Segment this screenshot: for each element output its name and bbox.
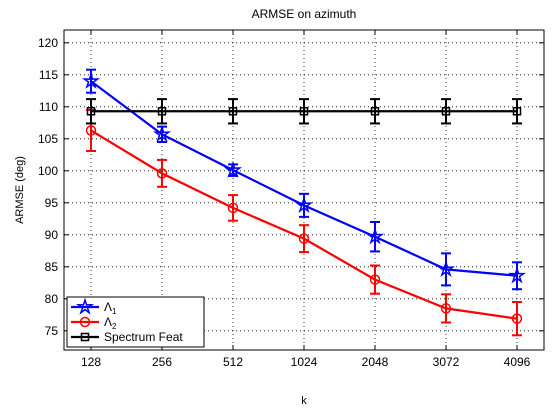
y-tick-label: 95	[45, 196, 59, 210]
y-tick-label: 85	[45, 260, 59, 274]
legend-marker	[79, 316, 91, 328]
legend-label: Spectrum Feat	[104, 330, 183, 344]
data-point-square	[299, 107, 309, 116]
data-point-star	[365, 227, 385, 245]
x-axis-label: k	[301, 395, 307, 407]
y-tick-label: 110	[39, 100, 58, 114]
data-point-circle	[298, 233, 310, 244]
series-1	[81, 68, 527, 291]
data-point-circle	[85, 125, 97, 136]
x-tick-label: 4096	[504, 355, 531, 369]
data-point-star	[81, 71, 101, 89]
data-point-circle	[511, 313, 523, 324]
series-layer	[81, 68, 527, 337]
legend-label-subscript: 1	[112, 307, 117, 316]
data-point-square	[157, 107, 167, 116]
data-point-square	[441, 107, 451, 116]
y-tick-label: 120	[38, 36, 58, 50]
data-point-circle	[440, 303, 452, 314]
data-point-circle	[369, 274, 381, 285]
y-tick-label: 80	[45, 292, 59, 306]
x-tick-label: 3072	[433, 355, 460, 369]
data-point-star	[294, 195, 314, 214]
legend-marker	[80, 332, 90, 342]
legend-label-subscript: 2	[112, 322, 117, 331]
x-tick-label: 512	[223, 355, 243, 369]
y-tick-label: 105	[38, 132, 58, 146]
data-point-square	[512, 107, 522, 116]
data-point-square	[228, 107, 238, 116]
series-2	[85, 109, 523, 337]
x-tick-label: 128	[81, 355, 101, 369]
x-tick-label: 1024	[291, 355, 318, 369]
y-tick-label: 100	[38, 164, 58, 178]
data-point-star	[223, 160, 243, 178]
y-tick-label: 75	[45, 324, 59, 338]
y-tick-label: 90	[45, 228, 59, 242]
x-tick-label: 256	[152, 355, 172, 369]
data-point-star	[507, 266, 527, 284]
x-tick-label: 2048	[362, 355, 389, 369]
data-point-circle	[156, 168, 168, 179]
y-axis-label: ARMSE (deg)	[14, 156, 26, 224]
data-point-star	[152, 124, 172, 143]
legend-marker	[75, 297, 95, 315]
data-point-square	[86, 107, 96, 116]
y-tick-label: 115	[39, 68, 58, 82]
data-point-circle	[227, 202, 239, 214]
data-point-square	[370, 107, 380, 116]
data-point-star	[436, 259, 456, 278]
series-3	[86, 98, 522, 125]
chart-title: ARMSE on azimuth	[252, 7, 357, 21]
